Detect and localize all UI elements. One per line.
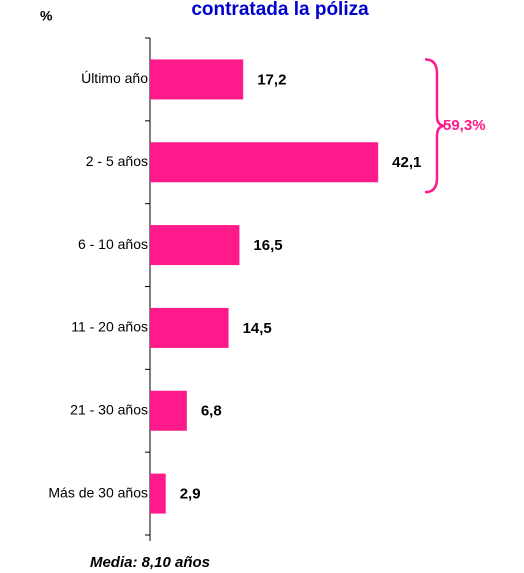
- bar: [150, 473, 166, 514]
- y-tick-label: Más de 30 años: [48, 484, 148, 500]
- annotation: 59,3%: [443, 117, 486, 134]
- data-label: 17,2: [257, 71, 286, 88]
- data-label: 6,8: [201, 403, 222, 420]
- data-label: 14,5: [243, 320, 272, 337]
- y-tick-label: 6 - 10 años: [78, 236, 148, 252]
- bar: [150, 307, 229, 348]
- data-label: 16,5: [253, 237, 282, 254]
- y-tick-label: 21 - 30 años: [70, 401, 148, 417]
- y-tick-label: Último año: [81, 70, 148, 86]
- bar: [150, 59, 244, 100]
- y-tick-label: 2 - 5 años: [86, 153, 148, 169]
- axis-label: %: [40, 8, 53, 24]
- y-tick-label: 11 - 20 años: [71, 319, 148, 335]
- brace: [424, 58, 446, 194]
- bar: [150, 225, 240, 266]
- bar: [150, 390, 187, 431]
- data-label: 42,1: [392, 154, 421, 171]
- bar: [150, 142, 379, 183]
- footnote: Media: 8,10 años: [90, 554, 210, 571]
- chart-title: contratada la póliza: [191, 0, 369, 20]
- data-label: 2,9: [180, 486, 201, 503]
